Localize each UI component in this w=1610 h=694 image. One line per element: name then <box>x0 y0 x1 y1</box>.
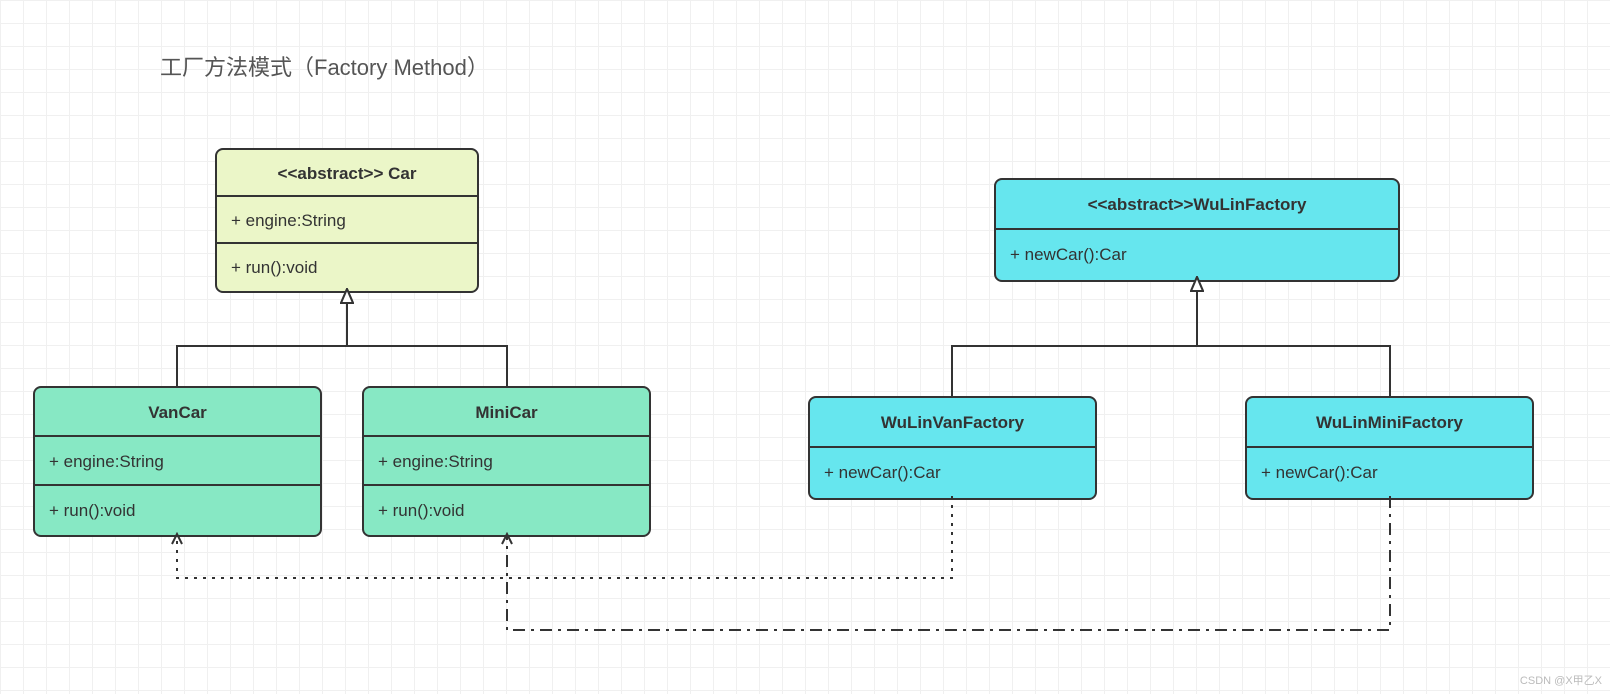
class-title: WuLinVanFactory <box>810 398 1095 448</box>
class-wulinvanfactory: WuLinVanFactory + newCar():Car <box>808 396 1097 500</box>
class-title: WuLinMiniFactory <box>1247 398 1532 448</box>
class-title: <<abstract>>WuLinFactory <box>996 180 1398 230</box>
class-attributes: + engine:String <box>364 437 649 486</box>
class-wulinminifactory: WuLinMiniFactory + newCar():Car <box>1245 396 1534 500</box>
class-wulinfactory-abstract: <<abstract>>WuLinFactory + newCar():Car <box>994 178 1400 282</box>
watermark: CSDN @X甲乙X <box>1520 672 1602 688</box>
class-title: <<abstract>> Car <box>217 150 477 197</box>
class-vancar: VanCar + engine:String + run():void <box>33 386 322 537</box>
class-operations: + run():void <box>35 486 320 535</box>
class-minicar: MiniCar + engine:String + run():void <box>362 386 651 537</box>
diagram-title: 工厂方法模式（Factory Method） <box>160 50 489 82</box>
class-attributes: + engine:String <box>35 437 320 486</box>
class-car-abstract: <<abstract>> Car + engine:String + run()… <box>215 148 479 293</box>
class-operations: + newCar():Car <box>810 448 1095 498</box>
class-operations: + run():void <box>217 244 477 291</box>
class-title: MiniCar <box>364 388 649 437</box>
class-title: VanCar <box>35 388 320 437</box>
class-operations: + run():void <box>364 486 649 535</box>
class-operations: + newCar():Car <box>1247 448 1532 498</box>
class-operations: + newCar():Car <box>996 230 1398 280</box>
class-attributes: + engine:String <box>217 197 477 244</box>
connectors-layer <box>0 0 1610 694</box>
